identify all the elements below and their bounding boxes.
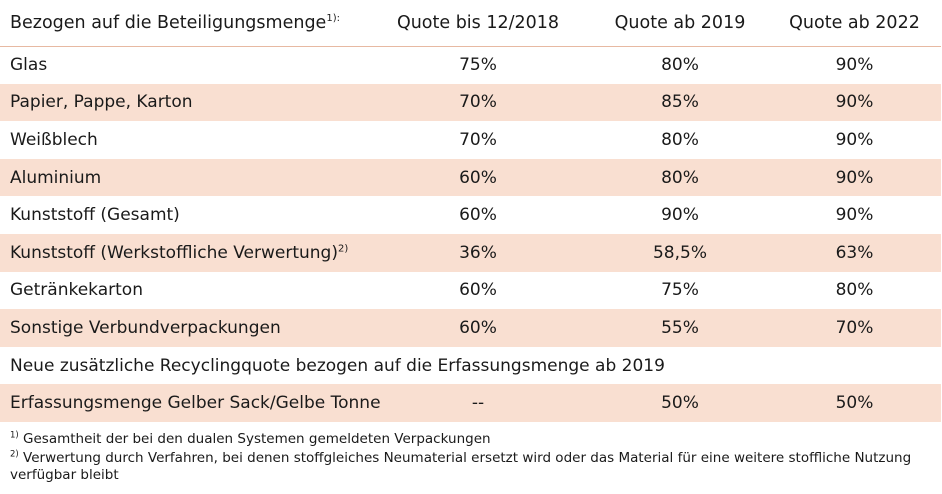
material-label: Getränkekarton (10, 280, 143, 301)
header-quote-2019: Quote ab 2019 (614, 13, 746, 33)
material-label: Glas (10, 55, 48, 76)
quote-2018: 60% (459, 317, 497, 338)
table-row: Kunststoff (Werkstoffliche Verwertung)2)… (0, 233, 941, 272)
table-row: Kunststoff (Gesamt) 60% 90% 90% (0, 196, 941, 234)
quote-2019: 80% (661, 167, 699, 188)
table-row: Weißblech 70% 80% 90% (0, 121, 941, 159)
quote-2019: 85% (661, 92, 699, 113)
header-quote-2022: Quote ab 2022 (789, 13, 920, 33)
quote-2022: 90% (835, 92, 874, 113)
footnote-1-mark: 1) (10, 430, 19, 441)
quote-2022: 90% (835, 205, 874, 226)
quote-2022: 90% (835, 129, 874, 150)
quote-2018: 60% (459, 205, 497, 226)
quote-2022: 70% (835, 317, 874, 338)
quote-2018: 36% (459, 242, 497, 263)
footnote-2-text: Verwertung durch Verfahren, bei denen st… (10, 450, 912, 483)
header-basis-label: Bezogen auf die Beteiligungsmenge (10, 13, 327, 33)
material-label: Erfassungsmenge Gelber Sack/Gelbe Tonne (10, 393, 381, 414)
quote-2018: 70% (459, 129, 497, 150)
table-row: Getränkekarton 60% 75% 80% (0, 272, 941, 310)
quote-2022: 63% (835, 242, 874, 263)
material-label: Kunststoff (Werkstoffliche Verwertung)2) (0, 243, 364, 263)
section-row: Neue zusätzliche Recyclingquote bezogen … (0, 347, 941, 385)
quote-2019: 80% (661, 129, 699, 150)
quote-2022: 50% (835, 393, 874, 414)
quote-2019: 55% (661, 317, 699, 338)
header-basis: Bezogen auf die Beteiligungsmenge1): (0, 13, 364, 33)
footnote-2-mark: 2) (10, 449, 19, 460)
quote-2019: 90% (661, 205, 699, 226)
quota-table: Bezogen auf die Beteiligungsmenge1): Quo… (0, 0, 941, 422)
quote-2019: 80% (661, 55, 699, 76)
quote-2019: 50% (661, 393, 699, 414)
quote-2019: 75% (661, 280, 699, 301)
table-row: Papier, Pappe, Karton 70% 85% 90% (0, 83, 941, 122)
material-label: Kunststoff (Gesamt) (10, 205, 180, 226)
material-label: Weißblech (10, 129, 98, 150)
table-header: Bezogen auf die Beteiligungsmenge1): Quo… (0, 0, 941, 46)
material-label-text: Kunststoff (Werkstoffliche Verwertung) (10, 242, 338, 263)
material-label: Aluminium (10, 167, 102, 188)
section-title: Neue zusätzliche Recyclingquote bezogen … (10, 355, 665, 376)
footnote-1-text: Gesamtheit der bei den dualen Systemen g… (23, 431, 491, 447)
table-row: Sonstige Verbundverpackungen 60% 55% 70% (0, 309, 941, 347)
quote-2018: 60% (459, 167, 497, 188)
footnote-mark: 2) (337, 243, 349, 255)
header-quote-2018: Quote bis 12/2018 (396, 13, 560, 33)
table-row: Aluminium 60% 80% 90% (0, 158, 941, 197)
quote-2018: 75% (459, 55, 497, 76)
quote-2018: -- (471, 393, 485, 414)
material-label: Papier, Pappe, Karton (10, 92, 193, 113)
quote-2022: 90% (835, 55, 874, 76)
quote-2022: 90% (835, 167, 874, 188)
table-row: Erfassungsmenge Gelber Sack/Gelbe Tonne … (0, 384, 941, 422)
footnote-2: 2) Verwertung durch Verfahren, bei denen… (10, 450, 930, 484)
header-footnote-mark: 1): (326, 13, 340, 25)
material-label: Sonstige Verbundverpackungen (10, 317, 281, 338)
quote-2019: 58,5% (652, 242, 707, 263)
table-row: Glas 75% 80% 90% (0, 46, 941, 84)
quote-2018: 60% (459, 280, 497, 301)
footnote-1: 1) Gesamtheit der bei den dualen Systeme… (10, 431, 930, 448)
quote-2018: 70% (459, 92, 497, 113)
quote-2022: 80% (835, 280, 874, 301)
